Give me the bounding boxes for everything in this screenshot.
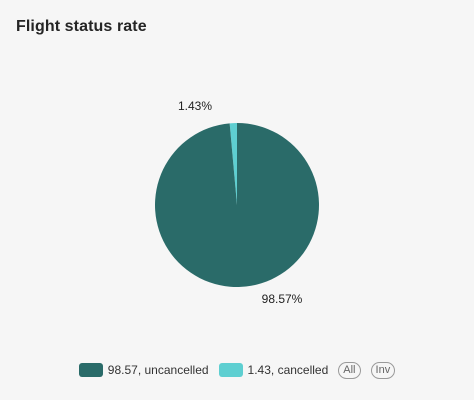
legend-label-cancelled: 1.43, cancelled	[247, 363, 329, 377]
legend-invert-button[interactable]: Inv	[370, 361, 396, 379]
slice-label-cancelled: 1.43%	[178, 99, 212, 113]
legend-swatch-cancelled	[218, 363, 243, 377]
legend-item-cancelled[interactable]: 1.43, cancelled	[218, 363, 329, 377]
legend-item-uncancelled[interactable]: 98.57, uncancelled	[78, 363, 209, 377]
pie-slice-cancelled[interactable]	[229, 123, 237, 205]
pie-slice-uncancelled[interactable]	[154, 123, 319, 287]
legend-all-button[interactable]: All	[338, 361, 361, 379]
legend-label-uncancelled: 98.57, uncancelled	[107, 363, 209, 377]
chart-title: Flight status rate	[16, 18, 147, 35]
slice-label-uncancelled: 98.57%	[262, 292, 303, 306]
legend-swatch-uncancelled	[78, 363, 103, 377]
chart-legend: 98.57, uncancelled 1.43, cancelled All I…	[0, 360, 474, 380]
